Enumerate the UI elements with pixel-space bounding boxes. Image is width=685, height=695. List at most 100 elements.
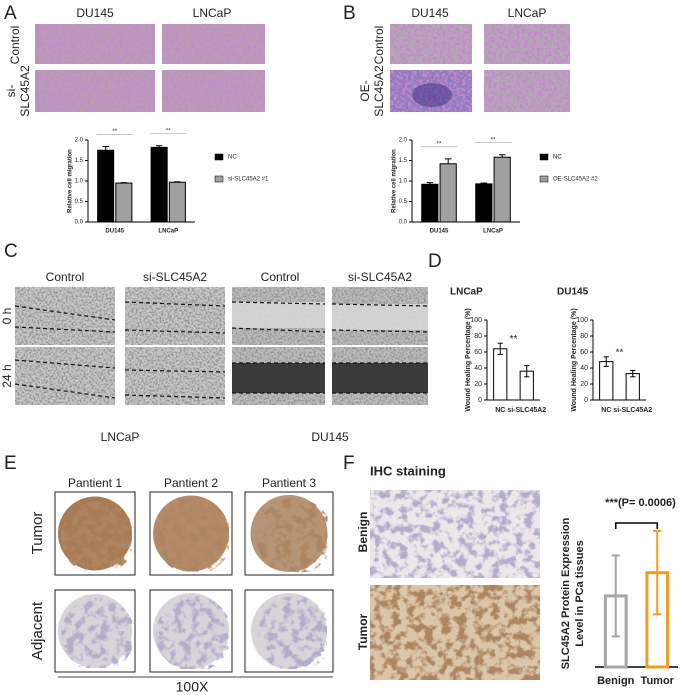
wound-gap (232, 363, 325, 393)
stain-blob (412, 83, 452, 107)
annotation: ***(P= 0.0006) (605, 497, 676, 509)
row-label: Benign (356, 512, 370, 553)
legend-swatch (214, 153, 224, 161)
tissue-texture (153, 496, 229, 572)
legend-label: si-SLC45A2 #1 (228, 177, 269, 183)
micrograph-texture (370, 585, 540, 680)
column-label: DU145 (411, 6, 449, 20)
y-tick-label: 20 (474, 381, 482, 388)
cell-line-label: LNCaP (101, 430, 140, 444)
tissue-texture (58, 497, 132, 571)
x-tick-label: si-SLC45A2 (613, 407, 652, 414)
y-tick-label: 1.5 (399, 158, 408, 164)
bar (115, 182, 133, 223)
micrograph-texture (35, 70, 155, 112)
y-tick-label: 0 (584, 397, 588, 404)
bar (645, 571, 670, 669)
chart-title: DU145 (557, 287, 589, 298)
y-tick-label: 1.5 (75, 158, 84, 164)
y-tick-label: 40 (580, 365, 588, 372)
wound-edge (124, 301, 226, 307)
micrographs (14, 24, 570, 680)
legend-label: NC (228, 155, 237, 161)
annotation: ** (112, 129, 117, 135)
x-tick-label: Tumor (641, 675, 675, 687)
bar (168, 181, 186, 223)
x-tick-label: LNCaP (158, 229, 178, 235)
wound-edge (14, 359, 116, 369)
x-tick-label: DU145 (430, 229, 449, 235)
micrograph-texture (484, 24, 570, 64)
wound-gap (332, 304, 428, 330)
bar (439, 163, 457, 223)
panel-letter: D (428, 251, 442, 272)
tissue-texture (251, 593, 327, 669)
row-label: si- (4, 85, 18, 98)
row-label: Control (8, 26, 22, 65)
row-label: OE- (358, 80, 372, 101)
y-tick-label: 60 (474, 349, 482, 356)
bar (493, 348, 508, 401)
bar (475, 183, 493, 223)
micrograph-texture (162, 24, 265, 64)
row-label: 24 h (0, 364, 14, 387)
legend-swatch (214, 175, 224, 183)
column-label: Control (46, 270, 85, 284)
annotation: ** (491, 137, 496, 143)
row-label: Tumor (29, 512, 46, 555)
tissue-texture (153, 593, 229, 669)
wound-edge (231, 301, 326, 305)
micrograph-texture (162, 70, 265, 112)
row-label: 0 h (0, 308, 14, 325)
column-label: DU145 (76, 6, 114, 20)
wound-gap (232, 302, 325, 328)
row-label: Adjacent (29, 601, 46, 660)
y-axis-label: Relative cell migration (392, 149, 398, 213)
row-label: Tumor (356, 613, 370, 650)
wound-edge (14, 305, 116, 321)
micrograph-texture (15, 287, 115, 345)
x-tick-label: si-SLC45A2 (507, 407, 546, 414)
y-axis-label: Wound Healing Percentage (%) (465, 308, 472, 411)
column-label: Pantient 2 (164, 476, 218, 490)
panel-letter: E (4, 453, 17, 474)
wound-edge (124, 369, 226, 373)
wound-edge (14, 383, 116, 399)
y-tick-label: 0.0 (75, 220, 84, 226)
panel-letter: A (4, 3, 17, 24)
significance-bracket (615, 522, 658, 530)
y-tick-label: 80 (580, 333, 588, 340)
wound-edge (14, 326, 116, 333)
y-tick-label: 100 (576, 317, 588, 324)
wound-edge (124, 329, 226, 334)
annotation: ** (616, 347, 624, 358)
panel-letters: A B C D E F (4, 3, 442, 474)
wound-gap (332, 363, 428, 393)
bar (603, 594, 628, 669)
panel-letter: C (4, 241, 18, 262)
y-tick-label: 0.5 (399, 199, 408, 205)
micrograph-texture (35, 24, 155, 64)
x-tick-label: Benign (597, 675, 635, 687)
x-tick-label: DU145 (105, 229, 124, 235)
bar (599, 361, 614, 401)
y-tick-label: 100 (470, 317, 482, 324)
micrograph-texture (484, 70, 570, 112)
y-tick-label: 1.0 (75, 179, 84, 185)
x-tick-label: NC (601, 407, 611, 414)
wound-edge (231, 327, 326, 333)
legend-swatch (539, 175, 549, 183)
micrograph-texture (125, 287, 225, 345)
bar (421, 183, 439, 223)
row-label: Control (372, 26, 386, 65)
y-axis-label: Relative cell migration (68, 149, 74, 213)
panel-letter: F (343, 453, 355, 474)
column-label: Pantient 3 (262, 476, 316, 490)
row-label: SLC45A2 (18, 65, 32, 117)
y-tick-label: 40 (474, 365, 482, 372)
micrograph-texture (370, 490, 540, 578)
bar (493, 156, 511, 223)
column-label: si-SLC45A2 (143, 270, 207, 284)
